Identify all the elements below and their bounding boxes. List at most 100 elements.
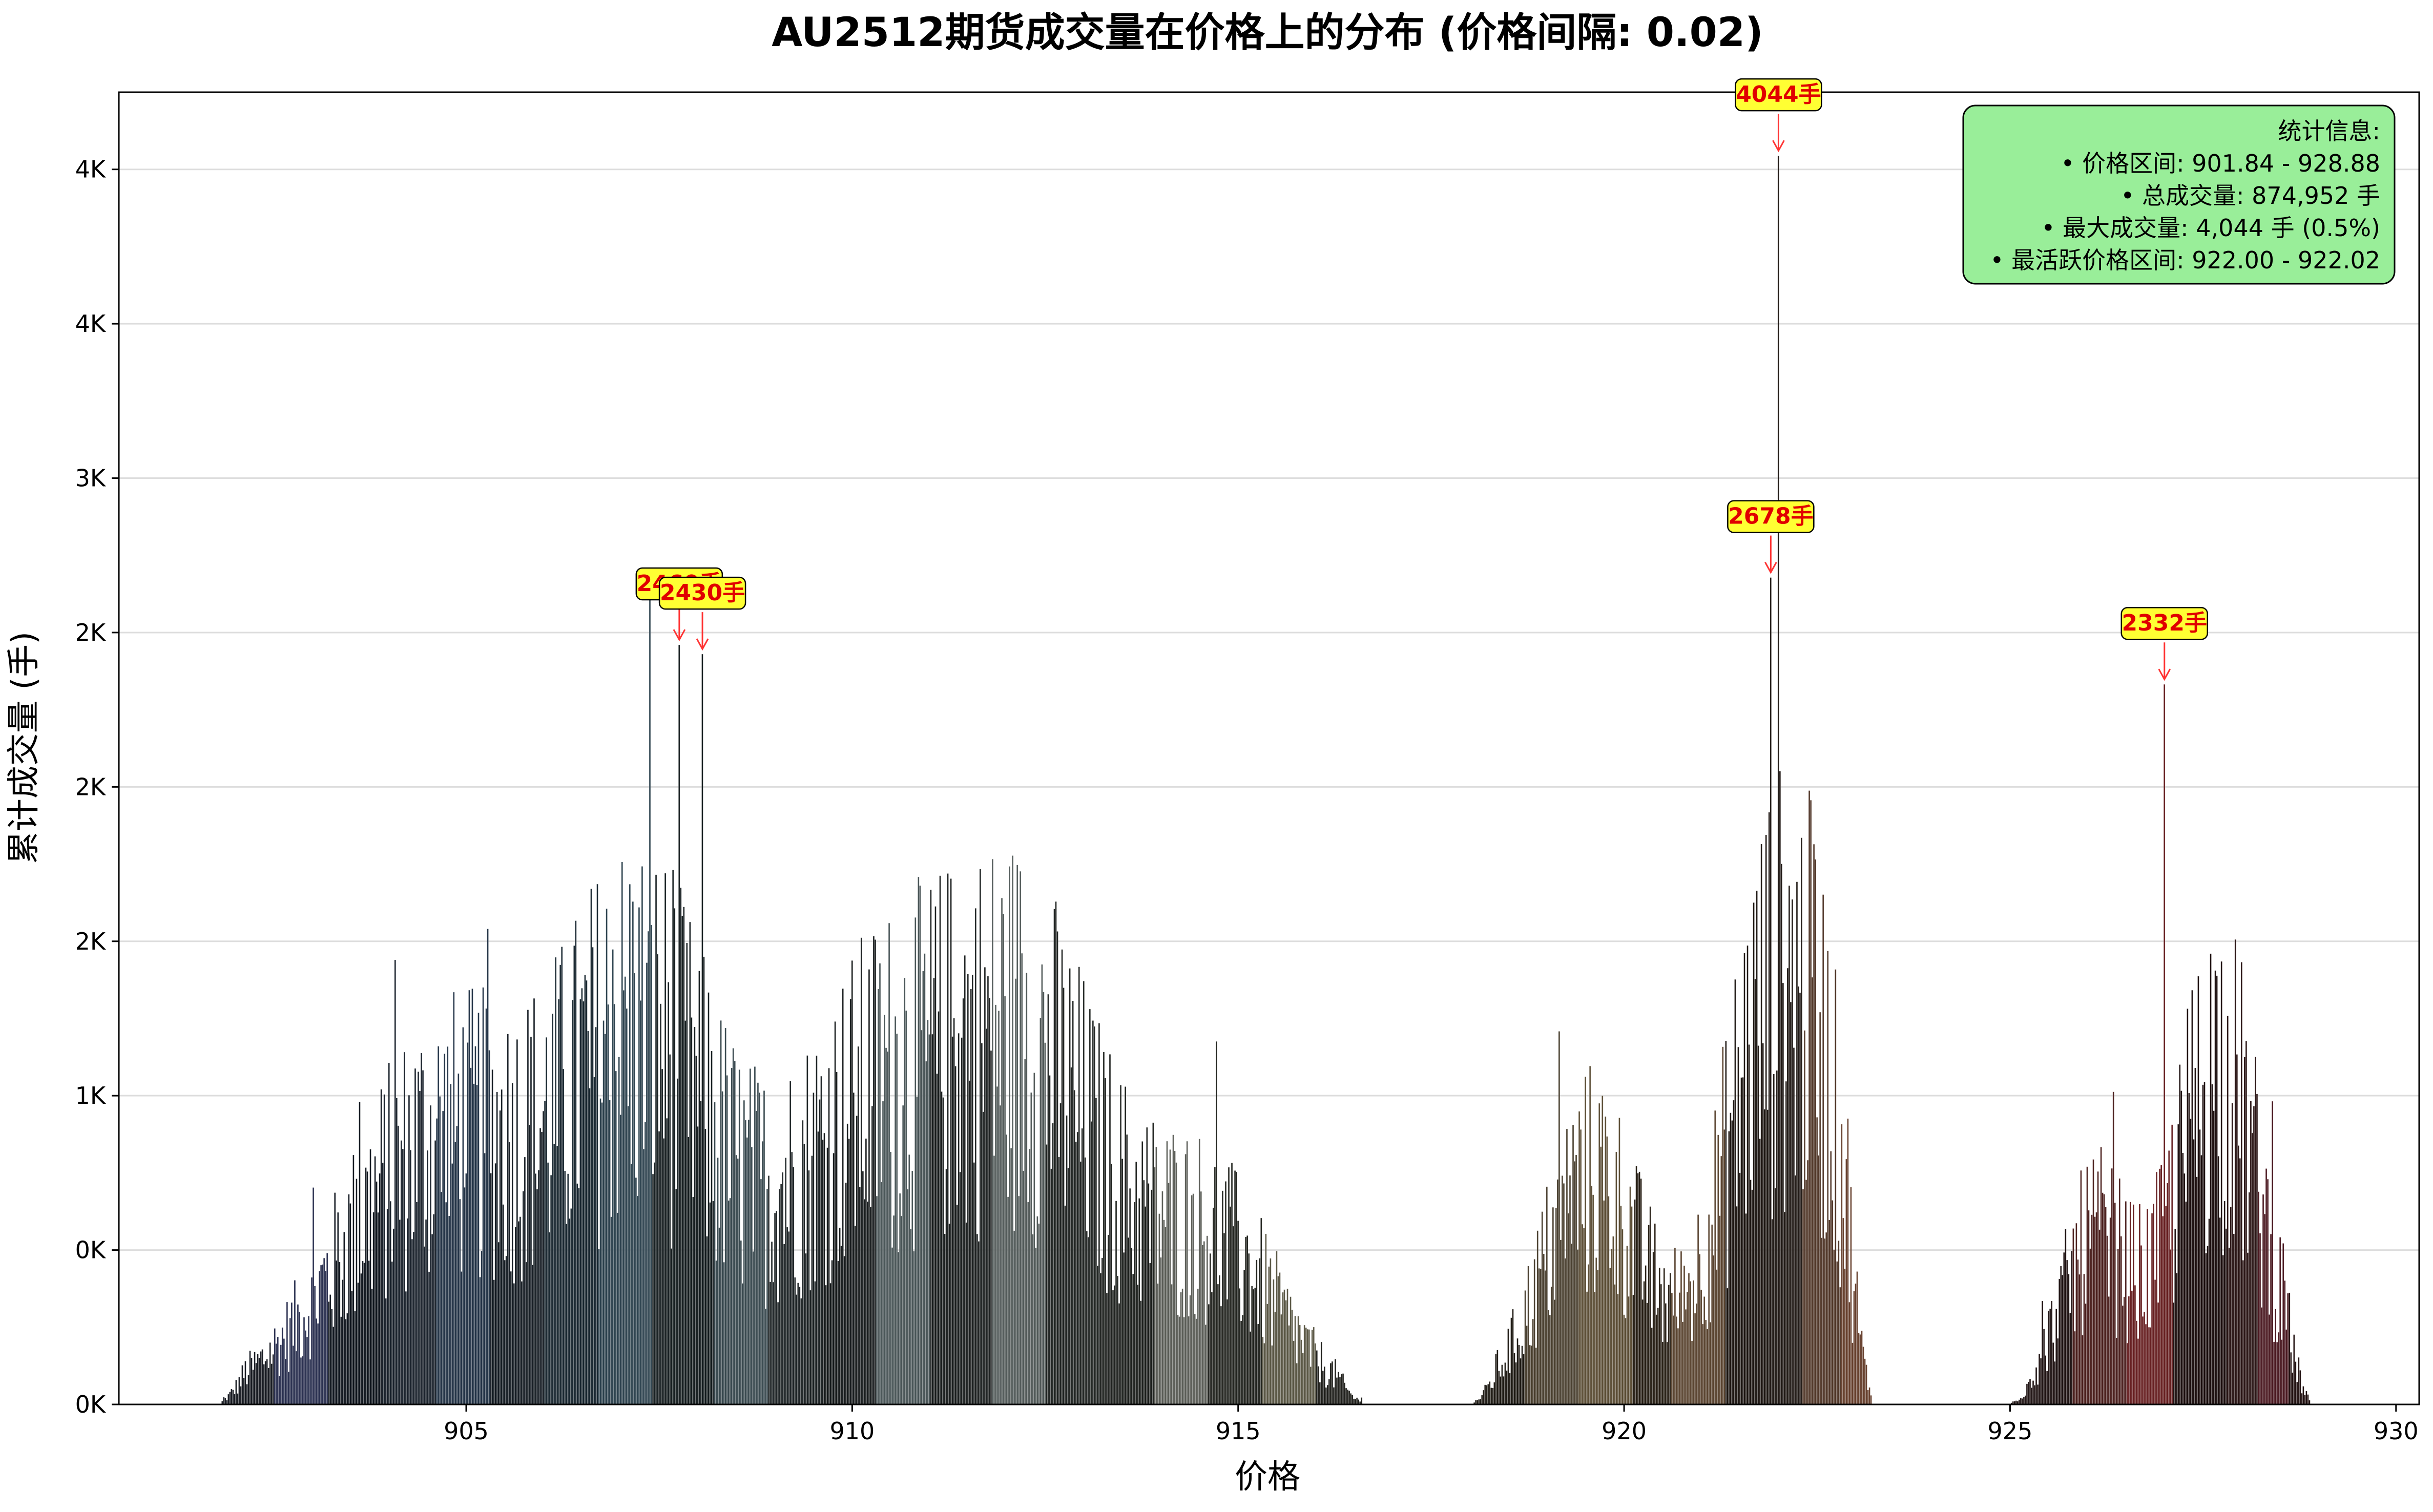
bar	[1806, 1160, 1809, 1405]
bar	[1282, 1292, 1284, 1405]
bar	[1146, 1127, 1148, 1405]
bar	[1856, 1271, 1858, 1405]
bar	[767, 1175, 770, 1405]
bar	[1131, 1248, 1133, 1405]
bar	[852, 1092, 855, 1405]
bar	[1563, 1183, 1565, 1405]
bar	[1532, 1318, 1534, 1405]
bar	[1756, 890, 1758, 1405]
bar	[813, 1093, 815, 1405]
bar	[671, 1248, 673, 1405]
y-tick-label: 1K	[75, 1082, 107, 1109]
bar	[1319, 1382, 1321, 1405]
bar	[468, 990, 470, 1405]
bar	[2295, 1361, 2297, 1405]
bar	[2280, 1339, 2283, 1405]
bar	[1083, 981, 1085, 1405]
bar	[559, 964, 562, 1405]
bar	[307, 1316, 310, 1405]
bar	[454, 1142, 456, 1405]
bar	[521, 1281, 523, 1405]
bar	[1075, 1141, 1077, 1405]
bar	[425, 1219, 427, 1405]
bar	[476, 1084, 478, 1405]
bar	[1509, 1373, 1511, 1405]
bar	[1672, 1315, 1675, 1405]
bar	[650, 925, 653, 1405]
bar	[255, 1362, 257, 1405]
bar	[2205, 1253, 2207, 1405]
bar	[1203, 1241, 1205, 1405]
bar	[1061, 949, 1063, 1405]
bar	[1788, 885, 1791, 1405]
bar	[1331, 1361, 1334, 1405]
bar	[429, 1105, 432, 1405]
bar	[376, 1181, 378, 1405]
bar	[2268, 1314, 2271, 1405]
bar	[544, 1101, 546, 1405]
bar	[2208, 1219, 2210, 1405]
bar	[1047, 994, 1049, 1405]
bar	[1280, 1314, 1282, 1405]
bar	[1194, 1314, 1196, 1405]
bar	[321, 1264, 324, 1405]
bar	[362, 1261, 364, 1405]
arrow-head	[1764, 561, 1777, 574]
bar	[1063, 988, 1065, 1405]
bar	[1098, 1023, 1100, 1405]
bar	[717, 1157, 719, 1405]
bar	[1774, 1188, 1776, 1405]
bar	[2176, 1273, 2178, 1405]
bar	[1212, 1207, 1215, 1405]
bar	[2092, 1159, 2094, 1405]
bar	[294, 1280, 296, 1405]
bar	[971, 974, 973, 1405]
bar	[927, 1019, 929, 1405]
bar	[622, 990, 625, 1405]
bar	[434, 1140, 436, 1405]
bar	[243, 1377, 245, 1405]
bar	[488, 1050, 490, 1405]
bar	[1821, 1237, 1823, 1405]
stats-line: • 价格区间: 901.84 - 928.88	[2061, 150, 2380, 177]
bar	[317, 1323, 319, 1405]
bar	[1197, 1288, 1199, 1405]
bar	[2292, 1372, 2294, 1405]
bar	[277, 1336, 279, 1405]
bar	[601, 1102, 603, 1405]
bar	[1092, 1020, 1094, 1405]
bar	[1591, 1185, 1593, 1405]
bar	[1198, 1139, 1200, 1405]
bar	[2157, 1302, 2159, 1405]
bar	[953, 1018, 955, 1405]
bar	[919, 885, 921, 1405]
bar	[2276, 1342, 2278, 1405]
bar	[763, 1090, 765, 1405]
bar	[2182, 1152, 2184, 1405]
bar	[1520, 1358, 1522, 1405]
bar	[566, 1224, 568, 1405]
bar	[2134, 1285, 2136, 1405]
bar	[2216, 975, 2218, 1405]
bar	[2220, 961, 2222, 1405]
bar	[415, 1202, 418, 1405]
bar	[2277, 1332, 2280, 1405]
bar	[1779, 771, 1781, 1405]
bar	[1763, 1109, 1765, 1405]
bar	[1056, 931, 1058, 1405]
bar	[1010, 1148, 1012, 1405]
bar	[1020, 871, 1022, 1405]
bar	[2160, 1165, 2162, 1405]
bar	[1839, 1287, 1841, 1405]
bar	[1573, 1161, 1576, 1405]
bar	[726, 1075, 728, 1405]
bar	[1329, 1363, 1332, 1405]
bar	[394, 959, 396, 1405]
bar	[257, 1354, 259, 1405]
bar	[586, 980, 588, 1405]
bar	[2117, 1249, 2119, 1405]
bar	[2098, 1229, 2101, 1405]
bar	[788, 1231, 790, 1405]
bar	[868, 969, 870, 1405]
